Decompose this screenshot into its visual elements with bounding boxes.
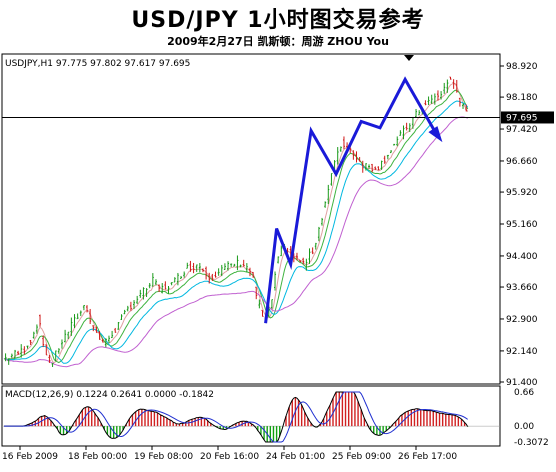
- x-tick-label: 25 Feb 09:00: [332, 452, 391, 462]
- x-tick-label: 26 Feb 17:00: [398, 452, 457, 462]
- y-tick-label: 94.400: [506, 252, 538, 262]
- x-tick-label: 18 Feb 00:00: [68, 452, 127, 462]
- macd-y-tick-label: -0.3072: [514, 438, 549, 448]
- macd-chart-header: MACD(12,26,9) 0.1224 0.2641 0.0000 -0.18…: [5, 390, 214, 400]
- y-tick-label: 97.420: [506, 125, 538, 135]
- y-tick-label: 92.900: [506, 315, 538, 325]
- main-chart-header: USDJPY,H1 97.775 97.802 97.617 97.695: [5, 59, 190, 69]
- x-tick-label: 24 Feb 01:00: [266, 452, 325, 462]
- y-tick-label: 93.660: [506, 283, 538, 293]
- trend-arrow-icon: [428, 126, 443, 143]
- y-tick-label: 96.660: [506, 157, 538, 167]
- main-panel: [1, 53, 501, 385]
- macd-line: [4, 391, 469, 443]
- x-tick-label: 16 Feb 2009: [2, 452, 58, 462]
- y-tick-label: 95.160: [506, 220, 538, 230]
- zigzag-trend-line: [264, 76, 438, 324]
- moving-average-line: [3, 89, 469, 364]
- time-marker-icon: [404, 55, 414, 61]
- macd-layer: [2, 391, 500, 443]
- y-tick-label: 98.180: [506, 93, 538, 103]
- current-price-box: [501, 111, 554, 124]
- x-tick-label: 20 Feb 16:00: [200, 452, 259, 462]
- moving-average-line: [3, 82, 469, 364]
- y-tick-label: 98.920: [506, 62, 538, 72]
- y-tick-label: 95.920: [506, 188, 538, 198]
- x-tick-label: 19 Feb 08:00: [134, 452, 193, 462]
- current-price-label: 97.695: [506, 113, 538, 123]
- axis-layer: 98.920 98.180 97.420 96.660 95.920 95.160 94.4…: [2, 62, 554, 462]
- macd-y-tick-label: 0.00: [514, 422, 534, 432]
- macd-signal-line: [4, 391, 468, 443]
- moving-average-line: [3, 116, 468, 368]
- y-tick-label: 91.400: [506, 378, 538, 388]
- page-subtitle: 2009年2月27日 凯斯顿：周游 ZHOU You: [167, 35, 389, 48]
- macd-y-tick-label: 0.66: [514, 388, 534, 398]
- page-title: USD/JPY 1小时图交易参考: [131, 8, 425, 33]
- moving-average-line: [3, 100, 469, 364]
- y-tick-label: 92.140: [506, 347, 538, 357]
- main-layer: [2, 76, 500, 368]
